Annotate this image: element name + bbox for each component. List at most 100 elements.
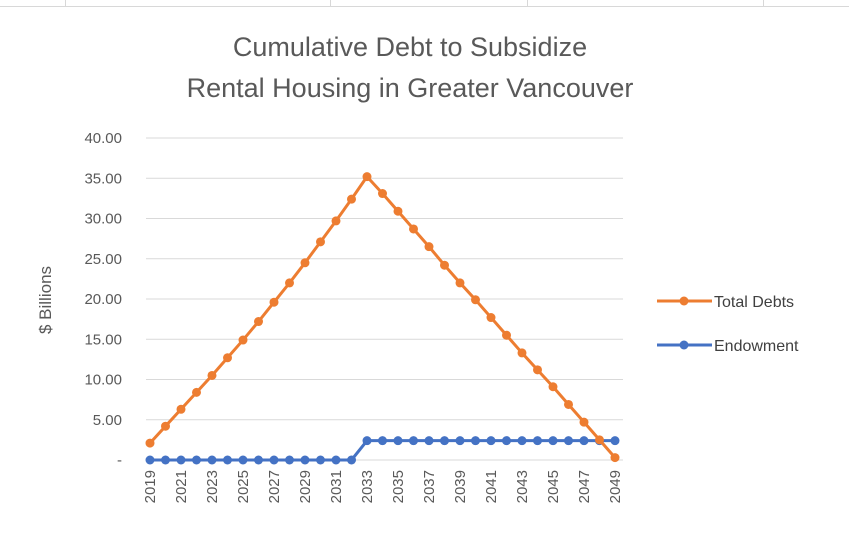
legend-marker-endowment — [679, 340, 689, 350]
data-point-endowment — [161, 455, 170, 465]
data-point-endowment — [409, 436, 418, 446]
y-axis-label: $ Billions — [36, 266, 55, 334]
y-tick-label: 15.00 — [84, 331, 122, 348]
data-point-endowment — [517, 436, 527, 446]
x-tick-label: 2039 — [452, 470, 469, 503]
data-point-total-debts — [440, 260, 449, 270]
data-point-total-debts — [533, 365, 542, 375]
data-point-total-debts — [362, 172, 372, 182]
data-point-endowment — [378, 436, 387, 446]
data-point-total-debts — [347, 194, 356, 204]
data-point-total-debts — [564, 399, 573, 409]
data-point-total-debts — [579, 417, 589, 427]
y-tick-label: 40.00 — [84, 130, 122, 147]
data-point-total-debts — [238, 335, 248, 345]
data-point-endowment — [223, 455, 232, 465]
data-point-endowment — [331, 455, 341, 465]
data-point-total-debts — [316, 237, 325, 247]
spreadsheet-column-strip — [0, 0, 849, 7]
x-axis-ticks: 2019 2021 2023 2025 2027 2029 2031 2033 2035 2037… — [142, 470, 624, 503]
data-point-endowment — [192, 455, 201, 465]
y-tick-label: - — [117, 452, 122, 469]
legend-label-endowment: Endowment — [714, 338, 799, 355]
data-point-endowment — [610, 436, 620, 446]
data-point-total-debts — [455, 278, 465, 288]
data-point-endowment — [362, 436, 372, 446]
data-point-endowment — [564, 436, 573, 446]
data-point-endowment — [502, 436, 511, 446]
chart-title-line-1: Cumulative Debt to Subsidize — [233, 32, 587, 62]
data-point-total-debts — [300, 258, 310, 268]
data-point-endowment — [486, 436, 496, 446]
column-divider — [763, 0, 764, 6]
data-point-endowment — [533, 436, 542, 446]
x-tick-label: 2047 — [576, 470, 593, 503]
column-divider — [65, 0, 66, 6]
data-point-total-debts — [331, 216, 341, 226]
legend-marker-total-debts — [679, 296, 689, 306]
x-tick-label: 2027 — [266, 470, 283, 503]
y-tick-label: 25.00 — [84, 251, 122, 268]
data-point-total-debts — [393, 206, 403, 216]
data-point-total-debts — [161, 421, 170, 431]
gridlines — [146, 137, 623, 461]
data-point-total-debts — [595, 435, 604, 445]
data-point-endowment — [455, 436, 465, 446]
data-point-total-debts — [517, 348, 527, 358]
data-point-total-debts — [269, 297, 279, 307]
data-point-endowment — [393, 436, 403, 446]
data-point-endowment — [269, 455, 279, 465]
legend: Total Debts Endowment — [657, 294, 799, 355]
data-point-total-debts — [176, 404, 186, 414]
x-tick-label: 2019 — [142, 470, 159, 503]
x-tick-label: 2029 — [297, 470, 314, 503]
data-point-total-debts — [610, 453, 620, 463]
series-group — [145, 172, 620, 465]
data-point-total-debts — [207, 370, 217, 380]
data-point-endowment — [300, 455, 310, 465]
data-point-total-debts — [145, 438, 155, 448]
chart-title-line-2: Rental Housing in Greater Vancouver — [187, 73, 634, 103]
data-point-total-debts — [254, 317, 263, 327]
data-point-endowment — [424, 436, 434, 446]
data-point-endowment — [440, 436, 449, 446]
x-tick-label: 2041 — [483, 470, 500, 503]
data-point-endowment — [347, 455, 356, 465]
y-tick-label: 5.00 — [93, 412, 122, 429]
x-tick-label: 2033 — [359, 470, 376, 503]
x-tick-label: 2037 — [421, 470, 438, 503]
data-point-total-debts — [223, 353, 232, 363]
x-tick-label: 2031 — [328, 470, 345, 503]
y-tick-label: 30.00 — [84, 211, 122, 228]
x-tick-label: 2035 — [390, 470, 407, 503]
data-point-endowment — [579, 436, 589, 446]
data-point-total-debts — [409, 224, 418, 234]
x-tick-label: 2021 — [173, 470, 190, 503]
column-divider — [527, 0, 528, 6]
data-point-endowment — [207, 455, 217, 465]
legend-label-total-debts: Total Debts — [714, 294, 794, 311]
y-axis-ticks: - 5.00 10.00 15.00 20.00 25.00 30.00 35.00 40.00 — [84, 130, 122, 469]
data-point-endowment — [285, 455, 294, 465]
x-tick-label: 2043 — [514, 470, 531, 503]
data-point-total-debts — [285, 278, 294, 288]
data-point-endowment — [316, 455, 325, 465]
column-divider — [330, 0, 331, 6]
data-point-total-debts — [192, 387, 201, 397]
data-point-total-debts — [548, 382, 558, 392]
data-point-total-debts — [502, 330, 511, 340]
x-tick-label: 2025 — [235, 470, 252, 503]
data-point-total-debts — [378, 189, 387, 199]
x-tick-label: 2045 — [545, 470, 562, 503]
data-point-endowment — [471, 436, 480, 446]
data-point-endowment — [254, 455, 263, 465]
data-point-endowment — [176, 455, 186, 465]
y-tick-label: 20.00 — [84, 291, 122, 308]
data-point-total-debts — [486, 313, 496, 323]
data-point-total-debts — [424, 242, 434, 252]
x-tick-label: 2049 — [607, 470, 624, 503]
x-tick-label: 2023 — [204, 470, 221, 503]
data-point-total-debts — [471, 295, 480, 305]
data-point-endowment — [145, 455, 155, 465]
